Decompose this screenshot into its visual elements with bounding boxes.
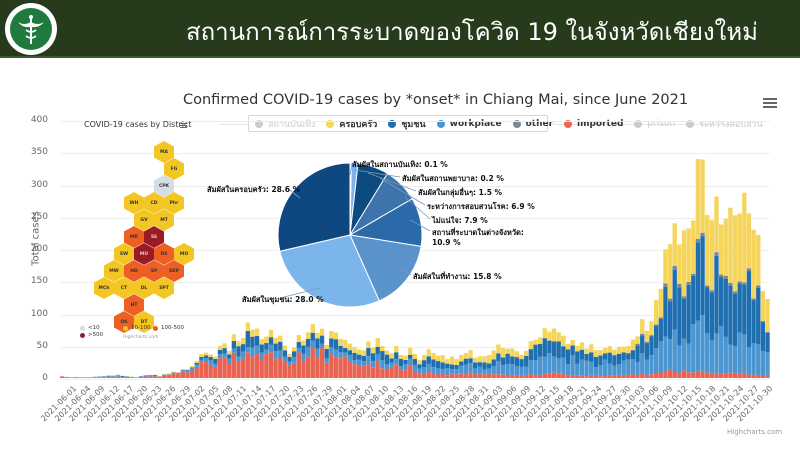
legend-item[interactable]: ครอบครัว	[326, 117, 377, 131]
gridline	[60, 153, 770, 155]
district-hex[interactable]: HT	[124, 294, 144, 316]
pie-data-label: สัมผัสในสถานบันเทิง: 0.1 %	[352, 160, 448, 169]
legend-marker-icon	[388, 119, 397, 128]
district-hex[interactable]: Phr	[164, 192, 184, 214]
y-tick-label: 0	[42, 373, 48, 383]
legend-label: ครอบครัว	[339, 119, 378, 130]
district-hex[interactable]: HD	[124, 260, 144, 282]
district-hex[interactable]: MT	[154, 209, 174, 231]
pie-slice[interactable]	[349, 234, 422, 302]
legend-label: prison	[647, 118, 676, 129]
legend-marker-icon	[326, 119, 335, 128]
gridline	[60, 282, 770, 284]
legend-item[interactable]: workplace	[436, 118, 502, 129]
district-hex[interactable]: SPT	[154, 277, 174, 299]
legend-item[interactable]: สถานบันเทิง	[255, 117, 315, 131]
district-hex[interactable]: CPK	[154, 175, 174, 197]
y-tick-label: 100	[30, 308, 48, 319]
district-hex[interactable]: WH	[124, 192, 144, 214]
legend-item[interactable]: imported	[564, 119, 623, 129]
gridline	[60, 121, 770, 122]
pie-data-label: สัมผัสในสถานพยาบาล: 0.2 %	[402, 174, 504, 183]
legend-marker-icon	[564, 119, 573, 128]
district-hex[interactable]: FG	[164, 158, 184, 180]
y-tick-label: 400	[30, 115, 48, 125]
legend-label: imported	[577, 118, 624, 129]
legend-label: ระหว่างสอบสวน	[699, 119, 763, 130]
pie-data-label: ระหว่างการสอบสวนโรค: 6.9 %	[427, 202, 535, 211]
district-hex[interactable]: MCh	[94, 277, 114, 299]
y-tick-label: 250	[30, 211, 48, 222]
legend-marker-icon	[686, 119, 695, 128]
legend-divider	[548, 124, 738, 125]
pie-data-label: สัมผัสในกลุ่มอื่นๆ: 1.5 %	[418, 188, 503, 197]
page-header: สถานการณ์การระบาดของโควิด 19 ในจังหวัดเช…	[0, 0, 800, 58]
district-hex[interactable]: SW	[114, 243, 134, 265]
gridline	[60, 379, 770, 380]
y-tick-label: 300	[30, 179, 48, 190]
ministry-logo	[5, 3, 57, 55]
y-tick-label: 350	[30, 147, 48, 158]
legend-label: workplace	[449, 118, 502, 129]
map-legend-item[interactable]: 100-500	[153, 325, 184, 331]
legend-label: ชุมชน	[401, 119, 426, 130]
district-hex[interactable]: OK	[114, 311, 134, 333]
district-hex[interactable]: DT	[134, 311, 154, 333]
legend-item[interactable]: ชุมชน	[388, 117, 426, 131]
district-hex[interactable]: SS	[144, 226, 164, 248]
map-legend-item[interactable]: <10	[80, 325, 100, 331]
chart-legend: สถานบันเทิง ครอบครัว ชุมชน workplace other im…	[248, 115, 763, 132]
district-hex[interactable]: SP	[144, 260, 164, 282]
legend-marker-icon	[436, 119, 445, 128]
pie-data-label: สัมผัสในที่ทำงาน: 15.8 %	[413, 272, 502, 281]
district-hex[interactable]: CT	[114, 277, 134, 299]
district-hex[interactable]: MO	[174, 243, 194, 265]
pie-data-label: ไม่แน่ใจ: 7.9 %	[432, 216, 488, 225]
legend-marker-icon	[512, 119, 521, 128]
pie-data-label: สัมผัสในชุมชน: 28.0 %	[242, 295, 324, 304]
pie-data-label: สถานที่ระบาดในต่างจังหวัด:	[432, 228, 524, 237]
legend-item[interactable]: prison	[634, 119, 675, 129]
district-hex[interactable]: MW	[104, 260, 124, 282]
legend-label: other	[525, 118, 554, 129]
stacked-bar-chart	[60, 159, 770, 378]
district-hex[interactable]: CD	[144, 192, 164, 214]
district-hex[interactable]: MU	[134, 243, 154, 265]
map-legend-item[interactable]: >500	[80, 332, 103, 338]
map-menu-icon[interactable]	[180, 123, 187, 129]
page-title: สถานการณ์การระบาดของโควิด 19 ในจังหวัดเช…	[186, 18, 758, 46]
district-hex[interactable]: DL	[134, 277, 154, 299]
legend-label: สถานบันเทิง	[268, 119, 316, 130]
pie-data-label: 10.9 %	[432, 238, 461, 247]
district-hex[interactable]: GV	[134, 209, 154, 231]
district-hex[interactable]: MR	[124, 226, 144, 248]
legend-marker-icon	[634, 119, 643, 128]
legend-marker-icon	[255, 119, 263, 128]
district-map-title: COVID-19 cases by District	[84, 120, 192, 129]
chart-menu-icon[interactable]	[763, 98, 777, 108]
district-hex[interactable]: SKP	[164, 260, 184, 282]
caduceus-icon	[18, 15, 44, 44]
highcharts-credits[interactable]: Highcharts.com	[727, 428, 783, 436]
legend-item[interactable]: ระหว่างสอบสวน	[686, 117, 763, 131]
legend-item[interactable]: other	[512, 118, 554, 129]
map-legend-item[interactable]: 10-100	[123, 325, 150, 331]
y-tick-label: 150	[30, 276, 48, 287]
legend-divider	[220, 124, 248, 125]
y-tick-label: 50	[36, 340, 48, 351]
y-tick-label: 200	[30, 244, 48, 254]
gridline	[60, 314, 770, 316]
district-hex[interactable]: MA	[154, 141, 174, 163]
pie-data-label: สัมผัสในครอบครัว: 28.6 %	[207, 185, 301, 194]
gridline	[60, 346, 770, 348]
map-credits: Highcharts.com	[123, 335, 159, 340]
chart-title: Confirmed COVID-19 cases by *onset* in C…	[183, 92, 689, 108]
district-hex[interactable]: DS	[154, 243, 174, 265]
